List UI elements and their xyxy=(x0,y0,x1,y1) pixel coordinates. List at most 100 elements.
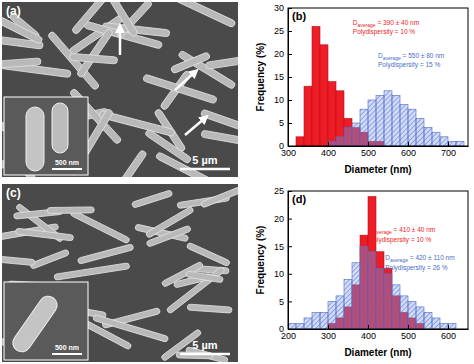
annotation: Daverage = 390 ± 40 nm xyxy=(353,19,419,28)
inset-rod xyxy=(26,107,44,171)
plot-background xyxy=(288,8,468,146)
hatched-bar xyxy=(448,141,456,146)
hatched-bar xyxy=(424,312,432,329)
inset-background xyxy=(4,282,88,360)
arrow xyxy=(185,118,205,135)
tick: 15 xyxy=(274,72,292,82)
annotation-subscript: average xyxy=(390,257,408,263)
axis-line xyxy=(289,329,469,330)
tick-mark xyxy=(288,54,292,55)
inset-scale-bar: 500 nm xyxy=(55,159,79,166)
tick: 500 xyxy=(361,142,376,158)
rod xyxy=(161,2,236,28)
hatched-bar xyxy=(432,132,440,146)
y-axis: 0 5 10 15 20 25 xyxy=(274,186,292,334)
inset-rod xyxy=(52,103,68,153)
tick-label: 0 xyxy=(279,324,284,334)
tick-mark xyxy=(288,191,292,192)
rod xyxy=(76,28,113,78)
image-background xyxy=(2,184,238,362)
hatched-bar xyxy=(400,296,408,329)
tick-mark xyxy=(448,325,449,329)
bar xyxy=(328,82,336,146)
x-axis: 300400500600700 xyxy=(281,142,469,158)
bar xyxy=(312,26,320,146)
annotation: Polydispersity = 10 % xyxy=(369,236,432,244)
rod xyxy=(143,74,218,104)
scale-bar: 5 µm xyxy=(192,339,218,351)
plot-frame xyxy=(288,8,468,146)
tick-mark xyxy=(368,142,369,146)
hatched-bar xyxy=(328,301,336,329)
panel-label: (d) xyxy=(292,193,306,205)
tick: 25 xyxy=(274,26,292,36)
hatched-bar xyxy=(312,312,320,329)
hatched-bar xyxy=(352,123,360,146)
hatched-bar xyxy=(336,296,344,329)
hatched-bar xyxy=(384,91,392,146)
tick-mark xyxy=(448,142,449,146)
tick-label: 600 xyxy=(401,148,416,158)
rod xyxy=(93,314,169,342)
tick-mark xyxy=(288,100,292,101)
tick-label: 25 xyxy=(274,26,284,36)
rod xyxy=(69,53,118,64)
bar xyxy=(368,197,376,329)
rod xyxy=(71,2,124,35)
rod xyxy=(170,52,210,74)
annotation: Polydispersity = 26 % xyxy=(385,264,448,272)
hatched-bar xyxy=(376,268,384,329)
hatched-bar xyxy=(344,279,352,329)
rod xyxy=(47,207,94,214)
tick-label: 400 xyxy=(361,331,376,341)
hatched-bar xyxy=(424,128,432,146)
hatched-bar xyxy=(344,128,352,146)
inset-scale-bar: 500 nm xyxy=(55,344,79,351)
bar xyxy=(296,137,304,146)
tick-mark xyxy=(288,77,292,78)
tick: 300 xyxy=(321,325,336,341)
annotation-text: Polydispersity = 10 % xyxy=(353,28,416,36)
hatched-bar xyxy=(408,109,416,146)
tick: 10 xyxy=(274,269,292,279)
hatched-bar xyxy=(456,141,464,146)
hatched-bar xyxy=(440,323,448,329)
annotation-text: = 410 ± 40 nm xyxy=(392,226,436,233)
hatched-bar xyxy=(408,301,416,329)
tick: 600 xyxy=(441,325,456,341)
rod xyxy=(77,244,134,264)
tick-label: 20 xyxy=(274,214,284,224)
hatched-bar xyxy=(448,323,456,329)
bar xyxy=(344,118,352,146)
tick-mark xyxy=(328,142,329,146)
inset-background xyxy=(4,97,88,175)
tick-label: 500 xyxy=(401,331,416,341)
tick: 5 xyxy=(279,297,292,307)
annotation: Polydispersity = 10 % xyxy=(353,28,416,36)
rod xyxy=(146,225,191,247)
tick: 400 xyxy=(361,325,376,341)
hatched-bar xyxy=(368,252,376,329)
tick: 5 xyxy=(279,118,292,128)
annotation-text: Polydispersity = 26 % xyxy=(385,264,448,272)
hatched-bar xyxy=(320,312,328,329)
tick-label: 25 xyxy=(274,186,284,196)
image-background xyxy=(2,2,238,177)
tick: 600 xyxy=(401,142,416,158)
bar xyxy=(360,235,368,329)
plot-background xyxy=(288,191,468,329)
annotation-text: = 420 ± 110 nm xyxy=(408,254,455,261)
hatched-bar xyxy=(376,95,384,146)
tick-label: 10 xyxy=(274,269,284,279)
tick-mark xyxy=(288,274,292,275)
panel-label: (c) xyxy=(6,186,21,200)
annotation: Daverage = 420 ± 110 nm xyxy=(385,254,454,263)
hatched-bar xyxy=(336,137,344,146)
sem-image xyxy=(2,184,238,362)
tick-label: 15 xyxy=(274,242,284,252)
hatched-bar xyxy=(432,318,440,329)
tick: 20 xyxy=(274,214,292,224)
rod xyxy=(2,58,41,69)
annotation-subscript: average xyxy=(358,22,376,28)
tick-mark xyxy=(288,146,292,147)
